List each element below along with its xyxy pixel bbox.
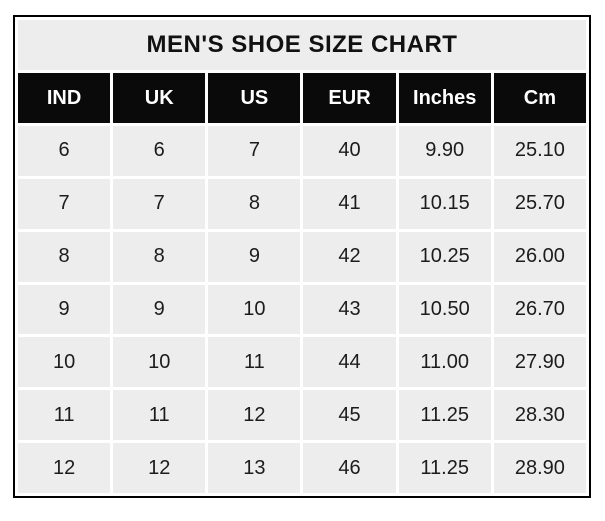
table-row: 10 10 11 44 11.00 27.90 xyxy=(18,337,586,388)
table-cell: 25.10 xyxy=(493,126,586,176)
table-cell: 7 xyxy=(113,178,206,229)
table-cell: 7 xyxy=(208,126,301,176)
table-cell: 41 xyxy=(303,178,396,229)
table-cell: 43 xyxy=(303,284,396,335)
table-cell: 40 xyxy=(303,126,396,176)
table-cell: 9 xyxy=(18,284,111,335)
table-cell: 9 xyxy=(113,284,206,335)
table-cell: 44 xyxy=(303,337,396,388)
table-cell: 28.30 xyxy=(493,390,586,441)
table-cell: 12 xyxy=(18,443,111,493)
table-row: 9 9 10 43 10.50 26.70 xyxy=(18,284,586,335)
table-cell: 10 xyxy=(208,284,301,335)
table-cell: 7 xyxy=(18,178,111,229)
column-header-us: US xyxy=(208,73,301,123)
table-cell: 11 xyxy=(113,390,206,441)
table-cell: 11 xyxy=(208,337,301,388)
table-cell: 27.90 xyxy=(493,337,586,388)
table-cell: 12 xyxy=(208,390,301,441)
table-cell: 45 xyxy=(303,390,396,441)
table-cell: 9 xyxy=(208,231,301,282)
table-row: 12 12 13 46 11.25 28.90 xyxy=(18,443,586,493)
table-row: 8 8 9 42 10.25 26.00 xyxy=(18,231,586,282)
table-cell: 8 xyxy=(113,231,206,282)
table-cell: 11 xyxy=(18,390,111,441)
table-cell: 10 xyxy=(18,337,111,388)
table-cell: 46 xyxy=(303,443,396,493)
shoe-size-chart-table: MEN'S SHOE SIZE CHART IND UK US EUR Inches Cm… xyxy=(13,15,591,498)
table-head: MEN'S SHOE SIZE CHART IND UK US EUR Inches Cm xyxy=(18,20,586,123)
column-header-ind: IND xyxy=(18,73,111,123)
table-cell: 13 xyxy=(208,443,301,493)
table-cell: 25.70 xyxy=(493,178,586,229)
table-cell: 11.25 xyxy=(398,443,491,493)
title-row: MEN'S SHOE SIZE CHART xyxy=(18,20,586,70)
table-cell: 11.25 xyxy=(398,390,491,441)
table-body: 6 6 7 40 9.90 25.10 7 7 8 41 10.15 25.70 8 8 9 42 10.25 2… xyxy=(18,126,586,493)
table-cell: 26.70 xyxy=(493,284,586,335)
table-row: 11 11 12 45 11.25 28.30 xyxy=(18,390,586,441)
table-cell: 10.50 xyxy=(398,284,491,335)
table-cell: 6 xyxy=(18,126,111,176)
table-cell: 11.00 xyxy=(398,337,491,388)
table-cell: 12 xyxy=(113,443,206,493)
table-cell: 28.90 xyxy=(493,443,586,493)
table-row: 6 6 7 40 9.90 25.10 xyxy=(18,126,586,176)
column-header-cm: Cm xyxy=(493,73,586,123)
table-cell: 9.90 xyxy=(398,126,491,176)
table-cell: 10.15 xyxy=(398,178,491,229)
column-header-inches: Inches xyxy=(398,73,491,123)
column-header-uk: UK xyxy=(113,73,206,123)
table-cell: 42 xyxy=(303,231,396,282)
table-cell: 6 xyxy=(113,126,206,176)
column-header-eur: EUR xyxy=(303,73,396,123)
table-row: 7 7 8 41 10.15 25.70 xyxy=(18,178,586,229)
column-header-row: IND UK US EUR Inches Cm xyxy=(18,73,586,123)
table-cell: 10.25 xyxy=(398,231,491,282)
table-cell: 8 xyxy=(18,231,111,282)
chart-title: MEN'S SHOE SIZE CHART xyxy=(18,20,586,70)
table-cell: 26.00 xyxy=(493,231,586,282)
table-cell: 8 xyxy=(208,178,301,229)
table-cell: 10 xyxy=(113,337,206,388)
